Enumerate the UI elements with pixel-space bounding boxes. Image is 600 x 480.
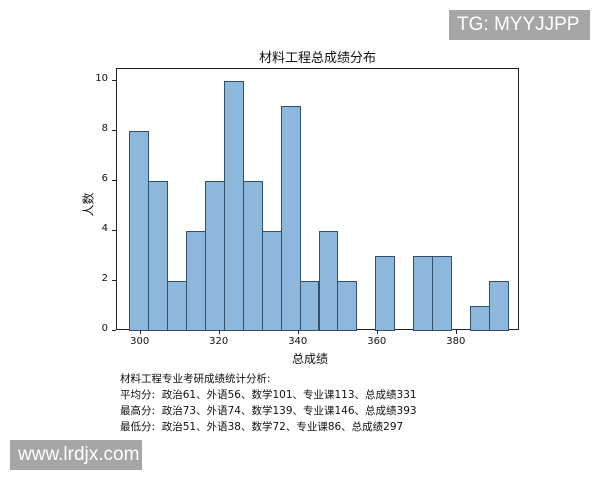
watermark-top: TG: MYYJJPP xyxy=(449,10,590,40)
histogram-bar xyxy=(413,256,434,331)
stats-summary: 材料工程专业考研成绩统计分析: 平均分: 政治61、外语56、数学101、专业课… xyxy=(120,371,417,435)
x-tick-label: 380 xyxy=(446,336,466,347)
stats-row-min: 最低分: 政治51、外语38、数学72、专业课86、总成绩297 xyxy=(120,419,417,435)
stats-label: 最高分: xyxy=(120,405,156,417)
stats-text: 政治73、外语74、数学139、专业课146、总成绩393 xyxy=(161,405,417,417)
stats-label: 平均分: xyxy=(120,389,156,401)
y-tick-mark xyxy=(112,330,116,331)
histogram-bar xyxy=(337,281,358,331)
x-tick-mark xyxy=(297,330,299,334)
stats-row-max: 最高分: 政治73、外语74、数学139、专业课146、总成绩393 xyxy=(120,403,417,419)
histogram-bar xyxy=(375,256,396,331)
histogram-bar xyxy=(470,306,491,331)
y-tick-mark xyxy=(112,280,116,282)
histogram-bar xyxy=(299,281,320,331)
y-tick-mark xyxy=(112,80,116,82)
y-tick-mark xyxy=(112,130,116,132)
stats-row-average: 平均分: 政治61、外语56、数学101、专业课113、总成绩331 xyxy=(120,387,417,403)
watermark-bottom: www.lrdjx.com xyxy=(10,440,142,470)
histogram-bar xyxy=(185,231,206,331)
histogram-bar xyxy=(318,231,339,331)
histogram-bar xyxy=(147,181,168,331)
y-tick-mark xyxy=(112,230,116,232)
histogram-bar xyxy=(280,106,301,331)
stats-text: 政治61、外语56、数学101、专业课113、总成绩331 xyxy=(161,389,417,401)
histogram-bar xyxy=(223,81,244,331)
histogram-bar xyxy=(204,181,225,331)
x-tick-mark xyxy=(139,330,141,334)
x-tick-label: 300 xyxy=(130,336,150,347)
stats-label: 最低分: xyxy=(120,421,156,433)
x-axis-label: 总成绩 xyxy=(292,352,329,366)
histogram-bar xyxy=(128,131,149,331)
histogram-bar xyxy=(261,231,282,331)
histogram-bar xyxy=(166,281,187,331)
chart-title: 材料工程总成绩分布 xyxy=(258,51,376,66)
y-tick-label: 0 xyxy=(101,323,108,334)
histogram-bar xyxy=(242,181,263,331)
x-tick-label: 360 xyxy=(367,336,387,347)
stats-text: 政治51、外语38、数学72、专业课86、总成绩297 xyxy=(161,421,404,433)
y-tick-mark xyxy=(112,180,116,182)
y-tick-label: 10 xyxy=(95,73,108,85)
y-tick-label: 8 xyxy=(101,123,108,135)
plot-area xyxy=(116,68,519,331)
y-tick-label: 6 xyxy=(101,173,108,185)
y-tick-label: 2 xyxy=(101,273,108,285)
x-tick-label: 340 xyxy=(288,336,308,347)
y-axis-label: 人数 xyxy=(81,192,96,217)
histogram-bar xyxy=(432,256,453,331)
stats-heading: 材料工程专业考研成绩统计分析: xyxy=(120,373,271,385)
x-tick-mark xyxy=(218,330,220,334)
x-tick-mark xyxy=(376,330,378,334)
y-tick-label: 4 xyxy=(101,223,108,235)
histogram-bar xyxy=(489,281,510,331)
x-tick-mark xyxy=(455,330,457,334)
x-tick-label: 320 xyxy=(209,336,229,347)
